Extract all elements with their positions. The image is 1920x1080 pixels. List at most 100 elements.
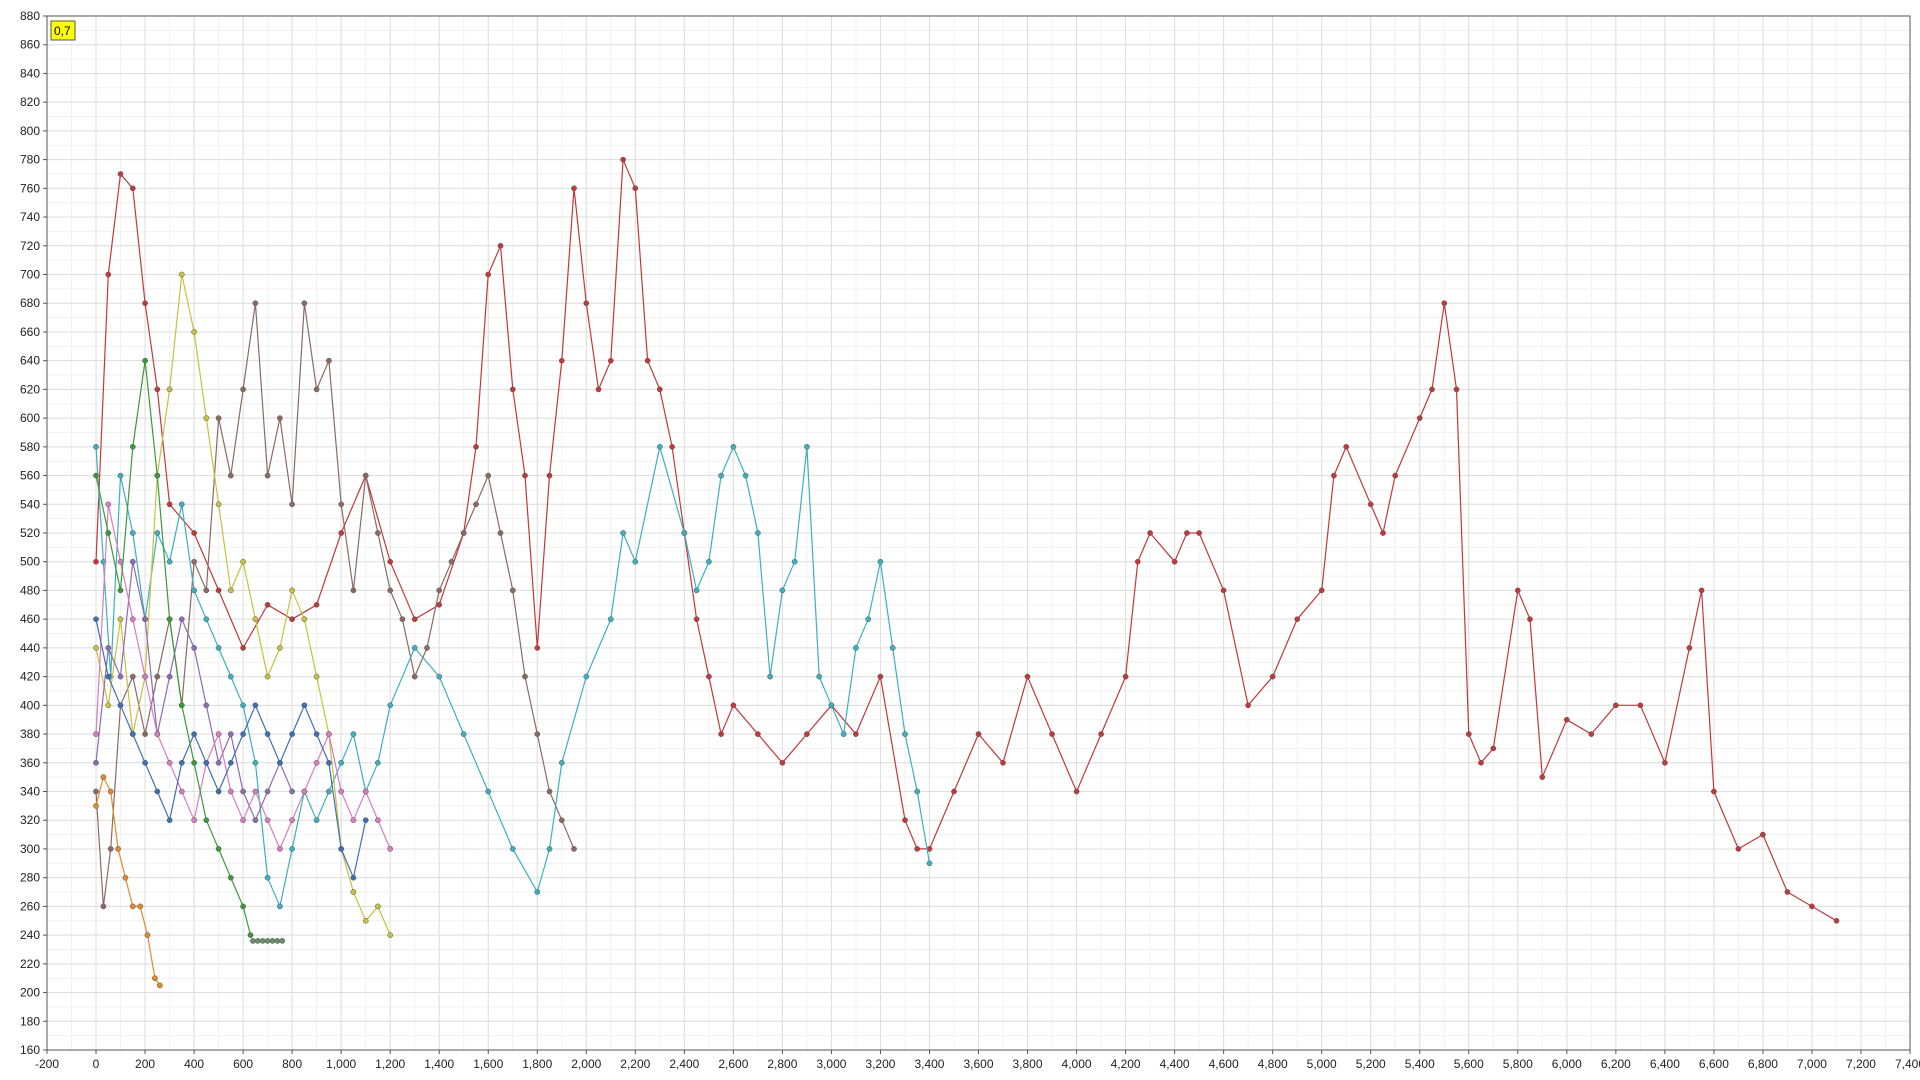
data-point — [227, 759, 234, 766]
data-point — [889, 645, 896, 651]
data-point — [264, 938, 271, 944]
x-tick-label: 1,600 — [473, 1057, 503, 1071]
data-point — [100, 774, 107, 780]
data-point — [387, 558, 394, 565]
data-point — [215, 846, 222, 852]
data-point — [240, 386, 246, 393]
data-point — [644, 357, 651, 364]
data-point — [129, 530, 136, 536]
data-point — [1784, 889, 1791, 895]
data-point — [264, 817, 271, 824]
data-point — [509, 846, 516, 852]
data-point — [1392, 472, 1399, 479]
data-point — [277, 903, 283, 910]
y-tick-label: 300 — [20, 842, 40, 856]
data-point — [1539, 774, 1546, 780]
data-point — [1073, 788, 1080, 795]
data-point — [620, 530, 626, 536]
data-point — [105, 530, 112, 536]
data-point — [277, 415, 283, 421]
x-tick-label: 2,400 — [669, 1057, 699, 1071]
data-point — [313, 759, 320, 766]
data-point — [828, 702, 835, 709]
data-point — [1000, 759, 1006, 766]
data-point — [215, 788, 222, 795]
data-point — [362, 472, 369, 479]
x-tick-label: 1,200 — [375, 1057, 405, 1071]
data-point — [497, 530, 504, 536]
data-point — [129, 558, 136, 565]
data-point — [93, 731, 99, 737]
data-point — [264, 472, 271, 479]
data-point — [105, 645, 112, 651]
data-point — [154, 788, 161, 795]
data-point — [681, 530, 688, 536]
data-point — [142, 673, 148, 680]
data-point — [166, 759, 173, 766]
data-point — [1171, 558, 1178, 565]
data-point — [534, 645, 541, 651]
data-point — [1662, 759, 1668, 766]
data-point — [497, 242, 504, 249]
data-point — [191, 817, 197, 824]
data-point — [156, 982, 163, 989]
data-point — [154, 386, 161, 393]
y-tick-label: 340 — [20, 785, 40, 799]
data-point — [326, 731, 332, 737]
data-point — [473, 443, 479, 450]
data-point — [362, 917, 369, 924]
series-7 — [93, 616, 369, 881]
badge-label: 0,7 — [54, 24, 71, 38]
data-point — [1318, 587, 1325, 594]
data-point — [436, 673, 443, 680]
data-point — [105, 702, 112, 709]
y-tick-label: 740 — [20, 210, 40, 224]
data-point — [1588, 731, 1595, 737]
x-tick-label: 2,600 — [718, 1057, 748, 1071]
data-point — [767, 673, 773, 680]
x-tick-label: 6,000 — [1552, 1057, 1582, 1071]
data-point — [191, 587, 197, 594]
data-point — [142, 616, 148, 623]
data-point — [289, 788, 295, 795]
data-point — [129, 616, 136, 623]
data-point — [227, 472, 234, 479]
y-tick-label: 600 — [20, 411, 40, 425]
data-point — [1196, 530, 1202, 536]
data-point — [122, 874, 129, 881]
data-point — [93, 472, 99, 479]
data-point — [289, 846, 295, 852]
x-tick-label: 6,200 — [1601, 1057, 1631, 1071]
data-point — [522, 673, 528, 680]
data-point — [926, 860, 933, 867]
series-9 — [93, 774, 163, 989]
data-point — [326, 788, 332, 795]
data-point — [252, 616, 259, 623]
x-tick-label: 3,600 — [963, 1057, 993, 1071]
data-point — [1429, 386, 1435, 393]
data-point — [350, 731, 357, 737]
data-point — [1294, 616, 1301, 623]
x-tick-label: 5,400 — [1405, 1057, 1435, 1071]
x-tick-label: 4,200 — [1111, 1057, 1141, 1071]
series-line — [95, 776, 161, 986]
y-tick-label: 360 — [20, 756, 40, 770]
data-point — [558, 357, 565, 364]
data-point — [338, 530, 345, 536]
data-point — [509, 386, 516, 393]
data-point — [546, 788, 553, 795]
y-tick-label: 820 — [20, 95, 40, 109]
data-point — [656, 443, 663, 450]
data-point — [264, 874, 271, 881]
data-point — [215, 645, 222, 651]
series-line — [95, 360, 252, 936]
data-point — [399, 616, 406, 623]
x-tick-label: 3,800 — [1013, 1057, 1043, 1071]
data-point — [107, 788, 114, 795]
data-point — [656, 386, 663, 393]
data-point — [93, 558, 99, 565]
badge-box — [50, 20, 76, 41]
x-tick-label: 4,800 — [1258, 1057, 1288, 1071]
data-point — [387, 846, 394, 852]
data-point — [1563, 716, 1570, 723]
